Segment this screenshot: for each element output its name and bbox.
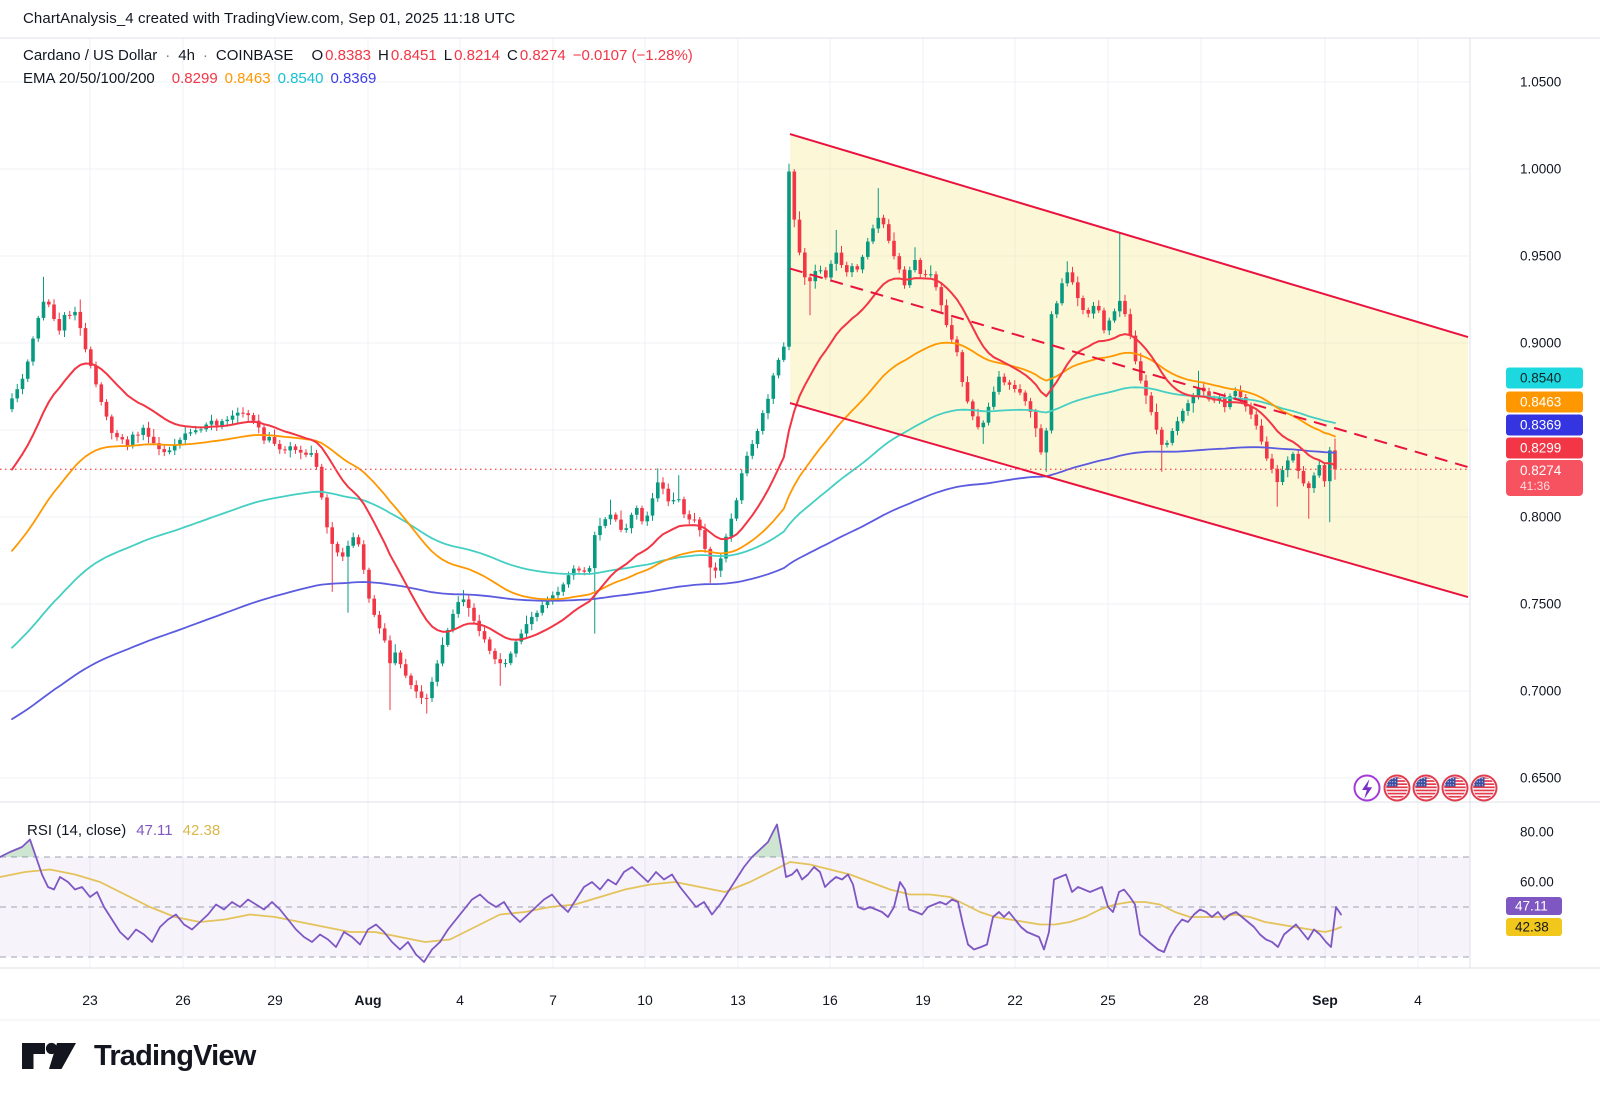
price-axis-label: 0.8000: [1520, 510, 1561, 525]
time-axis-label: 28: [1193, 992, 1209, 1008]
rsi-pane[interactable]: [0, 823, 1470, 963]
us-flag-icon: [1412, 774, 1440, 802]
rsi-legend[interactable]: RSI (14, close) 47.11 42.38: [27, 822, 220, 839]
ema-label: EMA 20/50/100/200: [23, 70, 155, 87]
rsi-line: [0, 823, 1342, 963]
ema100-line: [11, 386, 1336, 649]
change-value: −0.0107 (−1.28%): [572, 47, 693, 64]
legend-separator: ·: [165, 47, 171, 64]
time-axis-label: 23: [82, 992, 98, 1008]
channel-fill[interactable]: [790, 134, 1468, 598]
event-markers[interactable]: [1353, 774, 1498, 802]
svg-text:47.11: 47.11: [1515, 899, 1548, 914]
ohlc-high: H 0.8451: [378, 47, 437, 64]
us-flag-icon: [1470, 774, 1498, 802]
ema50-line: [11, 341, 1336, 601]
ohlc-close: C 0.8274: [506, 47, 566, 64]
price-axis-label: 0.6500: [1520, 771, 1561, 786]
rsi-axis-label: 60.00: [1520, 875, 1554, 890]
rsi-ma-value: 42.38: [182, 822, 221, 839]
time-axis[interactable]: 23 26 29 Aug 4 7 10 13 16 19 22 25 28 Sep 4: [82, 992, 1422, 1008]
svg-text:0.8369: 0.8369: [1520, 418, 1561, 433]
tradingview-logo-icon: [22, 1042, 76, 1069]
symbol-name[interactable]: Cardano / US Dollar: [23, 47, 158, 64]
symbol-legend[interactable]: Cardano / US Dollar · 4h · COINBASE O 0.8…: [23, 47, 693, 64]
rsi-label: RSI (14, close): [27, 822, 127, 839]
grid-layer: [0, 38, 1470, 968]
ema200-line: [11, 446, 1336, 720]
price-tag: 0.8463: [1506, 391, 1583, 413]
ema20-value: 0.8299: [171, 70, 218, 87]
ohlc-low: L 0.8214: [443, 47, 500, 64]
page-title: ChartAnalysis_4 created with TradingView…: [23, 10, 516, 27]
price-axis-label: 0.7500: [1520, 597, 1561, 612]
time-axis-label: 7: [549, 992, 557, 1008]
lightning-icon: [1353, 774, 1381, 802]
time-axis-label: 4: [456, 992, 464, 1008]
svg-text:41:36: 41:36: [1520, 479, 1550, 493]
rsi-tag: 42.38: [1506, 918, 1562, 936]
ema200-value: 0.8369: [330, 70, 377, 87]
tradingview-logo[interactable]: TradingView: [20, 1036, 256, 1076]
time-axis-label: 22: [1007, 992, 1023, 1008]
price-axis[interactable]: 1.0500 1.0000 0.9500 0.9000 0.8000 0.7500 0.70…: [1506, 75, 1583, 786]
time-axis-label: 29: [267, 992, 283, 1008]
rsi-tag: 47.11: [1506, 897, 1562, 915]
interval-label[interactable]: 4h: [178, 47, 195, 64]
ema50-value: 0.8463: [224, 70, 271, 87]
ema20-line: [11, 277, 1336, 641]
price-axis-label: 0.9000: [1520, 336, 1561, 351]
pane-borders: [0, 37, 1600, 1021]
tradingview-logo-text: TradingView: [94, 1039, 256, 1072]
rsi-axis[interactable]: 80.00 60.00 47.11 42.38: [1506, 825, 1562, 937]
price-axis-label: 1.0000: [1520, 162, 1561, 177]
svg-text:0.8299: 0.8299: [1520, 441, 1561, 456]
time-axis-label: Sep: [1312, 992, 1338, 1008]
price-axis-label: 0.7000: [1520, 684, 1561, 699]
time-axis-label: 13: [730, 992, 746, 1008]
time-axis-label: 4: [1414, 992, 1422, 1008]
svg-text:0.8540: 0.8540: [1520, 371, 1561, 386]
time-axis-label: 25: [1100, 992, 1116, 1008]
time-axis-label: 10: [637, 992, 653, 1008]
price-tag: 0.8369: [1506, 414, 1583, 436]
time-axis-label: Aug: [354, 992, 381, 1008]
exchange-label: COINBASE: [215, 47, 294, 64]
descending-channel[interactable]: [789, 133, 1469, 599]
price-axis-label: 0.9500: [1520, 249, 1561, 264]
us-flag-icon: [1441, 774, 1469, 802]
legend-separator: ·: [202, 47, 208, 64]
time-axis-label: 26: [175, 992, 191, 1008]
time-axis-label: 16: [822, 992, 838, 1008]
rsi-value: 47.11: [136, 822, 173, 839]
us-flag-icon: [1383, 774, 1411, 802]
ema-legend[interactable]: EMA 20/50/100/200 0.8299 0.8463 0.8540 0…: [23, 70, 376, 87]
ema100-value: 0.8540: [277, 70, 324, 87]
price-tag: 0.8540: [1506, 367, 1583, 389]
time-axis-label: 19: [915, 992, 931, 1008]
svg-text:0.8274: 0.8274: [1520, 463, 1562, 478]
price-tag: 0.8299: [1506, 437, 1583, 459]
rsi-axis-label: 80.00: [1520, 825, 1554, 840]
rsi-ma-line: [0, 861, 1342, 943]
ohlc-open: O 0.8383: [311, 47, 372, 64]
price-axis-label: 1.0500: [1520, 75, 1561, 90]
svg-text:0.8463: 0.8463: [1520, 395, 1561, 410]
svg-text:42.38: 42.38: [1515, 920, 1549, 935]
